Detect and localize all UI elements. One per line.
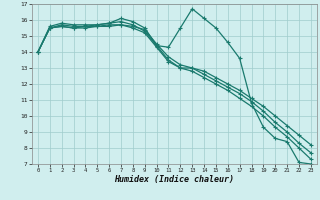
X-axis label: Humidex (Indice chaleur): Humidex (Indice chaleur): [115, 175, 234, 184]
